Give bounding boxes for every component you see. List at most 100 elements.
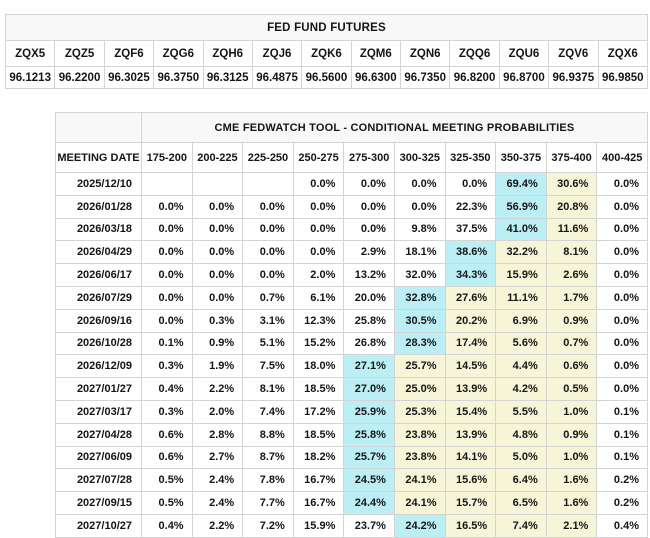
probability-cell: 5.0% (495, 445, 547, 470)
futures-symbol-header: ZQG6 (153, 40, 204, 67)
probability-cell: 2.0% (292, 263, 345, 287)
meeting-date-cell: 2027/06/09 (55, 445, 142, 470)
rate-range-header: 300-325 (393, 142, 446, 173)
futures-symbol-header: ZQX5 (4, 40, 56, 67)
fedwatch-title-row: CME FEDWATCH TOOL - CONDITIONAL MEETING … (55, 112, 648, 143)
probability-cell: 5.5% (495, 399, 547, 424)
probability-cell: 0.0% (292, 172, 345, 196)
probability-cell: 38.6% (444, 240, 497, 265)
probability-row: 2026/06/17 0.0% 0.0% 0.0% 2.0% 13.2% 32.0% 34.3… (55, 263, 648, 287)
probability-cell (141, 172, 193, 196)
probability-row: 2026/04/29 0.0% 0.0% 0.0% 0.0% 2.9% 18.1% 38.6%… (55, 240, 648, 265)
meeting-date-cell: 2027/04/28 (55, 422, 142, 447)
probability-cell: 0.5% (545, 377, 598, 401)
probability-cell: 4.8% (495, 422, 547, 447)
probability-cell: 0.0% (141, 285, 193, 310)
probability-cell: 3.1% (242, 308, 294, 333)
probability-cell: 24.4% (343, 491, 395, 515)
probability-cell: 7.4% (495, 513, 547, 538)
probability-cell: 13.2% (343, 263, 395, 287)
probability-cell: 0.1% (141, 331, 193, 356)
probability-cell: 0.4% (141, 513, 193, 538)
probability-cell: 2.6% (545, 263, 598, 287)
probability-cell: 0.9% (191, 331, 244, 356)
probability-cell: 18.5% (292, 377, 345, 401)
probability-cell: 23.8% (393, 422, 446, 447)
probability-cell: 0.6% (141, 445, 193, 470)
probability-cell: 0.0% (242, 240, 294, 265)
probability-cell: 0.0% (596, 194, 648, 219)
probability-cell: 1.0% (545, 445, 598, 470)
probability-cell: 0.0% (596, 285, 648, 310)
meeting-date-header: MEETING DATE (55, 142, 142, 173)
probability-cell: 32.8% (393, 285, 446, 310)
probability-cell: 1.6% (545, 491, 598, 515)
probability-cell: 15.9% (495, 263, 547, 287)
probability-cell: 13.9% (444, 377, 497, 401)
probability-cell: 0.0% (596, 377, 648, 401)
probability-cell: 24.1% (393, 491, 446, 515)
probability-cell: 1.6% (545, 468, 598, 493)
probability-cell: 5.6% (495, 331, 547, 356)
probability-cell: 17.4% (444, 331, 497, 356)
meeting-date-cell: 2026/07/29 (55, 285, 142, 310)
probability-row: 2026/01/28 0.0% 0.0% 0.0% 0.0% 0.0% 0.0% 22.3% 5… (55, 194, 648, 219)
probability-cell: 56.9% (495, 194, 547, 219)
meeting-date-cell: 2025/12/10 (55, 172, 142, 196)
probability-cell: 0.6% (141, 422, 193, 447)
probability-cell: 28.3% (393, 331, 446, 356)
probability-cell: 0.5% (141, 468, 193, 493)
rate-range-header: 250-275 (292, 142, 345, 173)
probability-cell: 20.2% (444, 308, 497, 333)
probability-cell: 18.2% (292, 445, 345, 470)
futures-price-cell: 96.9850 (597, 66, 648, 89)
probability-cell: 0.0% (596, 331, 648, 356)
probability-cell: 9.8% (393, 217, 446, 242)
probability-cell: 16.7% (292, 491, 345, 515)
futures-symbol-header: ZQX6 (597, 40, 648, 67)
probability-cell: 0.7% (242, 285, 294, 310)
probability-cell: 18.5% (292, 422, 345, 447)
probability-cell: 32.0% (393, 263, 446, 287)
probability-cell: 0.0% (292, 217, 345, 242)
probability-cell: 4.4% (495, 354, 547, 379)
probability-cell: 15.9% (292, 513, 345, 538)
probability-cell: 11.6% (545, 217, 598, 242)
rate-range-header: 325-350 (444, 142, 497, 173)
rate-range-header: 350-375 (495, 142, 547, 173)
probability-cell: 1.7% (545, 285, 598, 310)
futures-price-cell: 96.8700 (498, 66, 550, 89)
probability-cell: 27.6% (444, 285, 497, 310)
probability-cell: 25.7% (393, 354, 446, 379)
probability-row: 2026/12/09 0.3% 1.9% 7.5% 18.0% 27.1% 25.7% 14.… (55, 354, 648, 379)
probability-cell: 0.0% (393, 172, 446, 196)
probability-cell: 7.4% (242, 399, 294, 424)
futures-symbol-header: ZQH6 (202, 40, 253, 67)
probability-cell: 25.7% (343, 445, 395, 470)
rate-range-header: 225-250 (242, 142, 294, 173)
probability-cell: 0.0% (292, 240, 345, 265)
probability-cell: 0.0% (141, 263, 193, 287)
probability-cell (191, 172, 244, 196)
probability-cell: 0.0% (191, 285, 244, 310)
probability-cell: 0.0% (596, 263, 648, 287)
probability-cell: 24.5% (343, 468, 395, 493)
meeting-date-cell: 2026/09/16 (55, 308, 142, 333)
probability-cell: 0.0% (343, 217, 395, 242)
probability-cell: 25.8% (343, 308, 395, 333)
rate-range-header: 375-400 (545, 142, 598, 173)
meeting-date-cell: 2027/03/17 (55, 399, 142, 424)
probability-cell: 2.2% (191, 377, 244, 401)
probability-row: 2026/09/16 0.0% 0.3% 3.1% 12.3% 25.8% 30.5% 20.… (55, 308, 648, 333)
probability-cell: 0.0% (343, 172, 395, 196)
probability-cell: 5.1% (242, 331, 294, 356)
futures-price-cell: 96.3750 (153, 66, 204, 89)
probability-cell: 0.0% (242, 263, 294, 287)
probability-cell: 14.1% (444, 445, 497, 470)
probability-cell: 0.0% (393, 194, 446, 219)
probability-cell: 20.0% (343, 285, 395, 310)
futures-price-cell: 96.6300 (350, 66, 402, 89)
probability-cell: 25.3% (393, 399, 446, 424)
probability-cell: 18.0% (292, 354, 345, 379)
probability-cell: 1.9% (191, 354, 244, 379)
